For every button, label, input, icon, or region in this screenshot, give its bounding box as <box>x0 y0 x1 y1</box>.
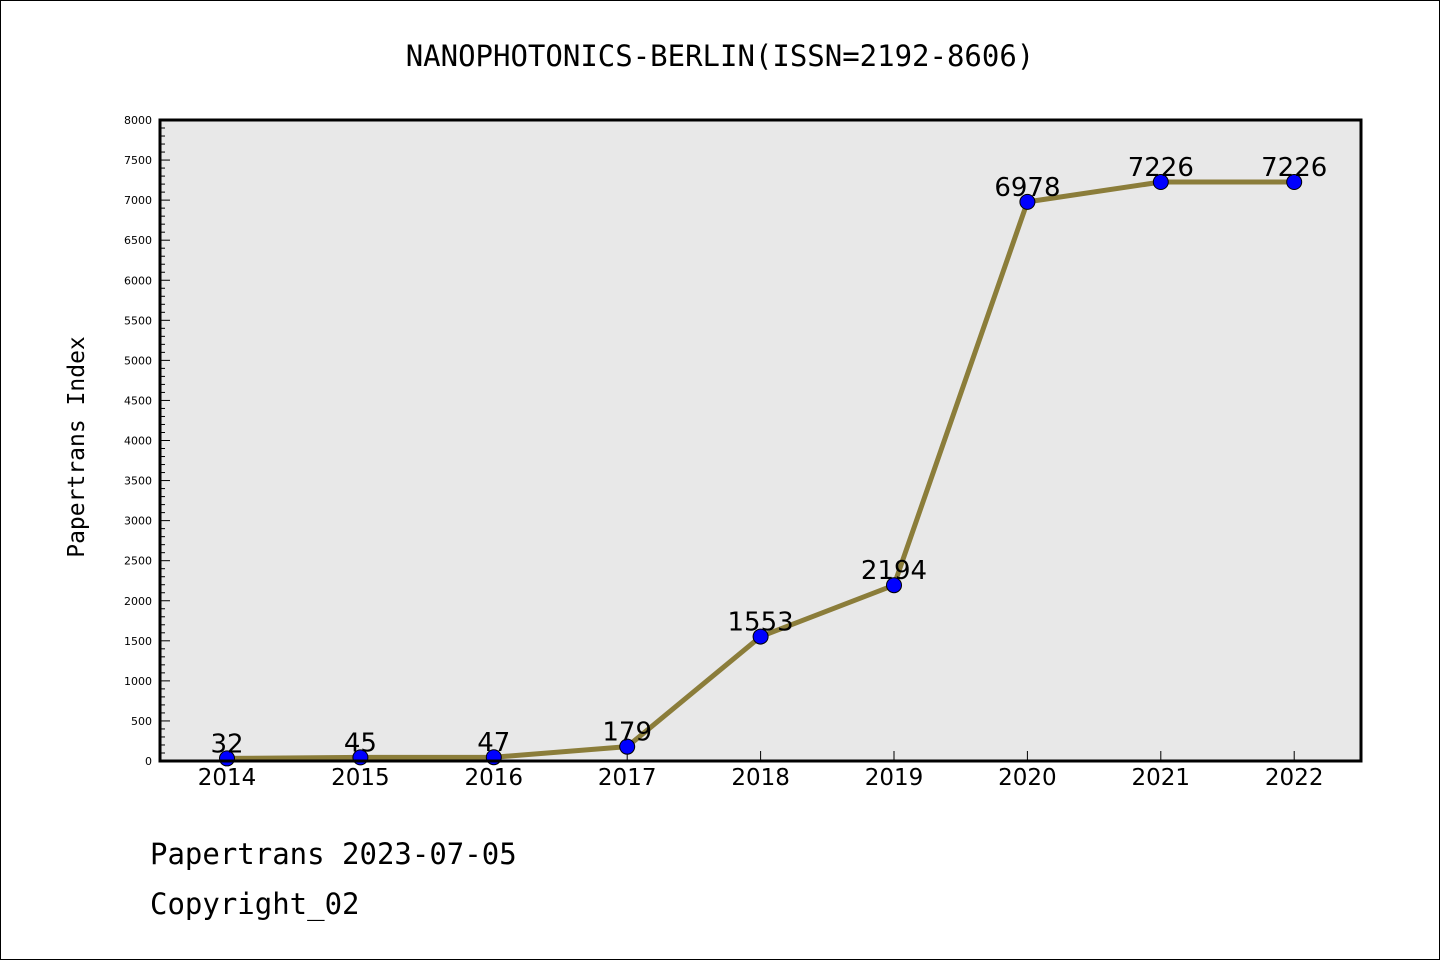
data-label: 2194 <box>861 556 927 586</box>
y-tick-label: 4500 <box>124 394 152 407</box>
y-tick-label: 7000 <box>124 194 152 207</box>
data-point <box>1019 193 1036 210</box>
plot-border <box>158 118 1363 763</box>
data-label: 32 <box>210 729 243 759</box>
data-point <box>886 577 902 594</box>
y-tick-label: 5000 <box>124 354 152 367</box>
x-axis-ticks: 2014 2015 2016 2017 2018 2019 2020 2021 2022 <box>198 751 1324 791</box>
y-tick-label: 6500 <box>124 234 152 247</box>
y-tick-label: 1000 <box>124 675 152 688</box>
x-tick-label: 2017 <box>598 765 657 791</box>
y-tick-label: 4000 <box>124 435 152 448</box>
data-label: 1553 <box>728 608 794 638</box>
x-tick-label: 2020 <box>998 765 1057 791</box>
y-tick-label: 2000 <box>124 595 152 608</box>
data-point <box>1286 174 1303 191</box>
x-tick-label: 2021 <box>1132 765 1191 791</box>
y-tick-label: 3000 <box>124 515 152 528</box>
x-tick-label: 2014 <box>198 765 257 791</box>
y-tick-label: 8000 <box>124 114 152 127</box>
data-label: 7226 <box>1128 153 1194 183</box>
data-point <box>752 628 769 645</box>
data-point <box>1152 174 1169 191</box>
y-tick-label: 1500 <box>124 635 152 648</box>
x-tick-label: 2016 <box>465 765 524 791</box>
data-label: 47 <box>477 728 510 758</box>
y-tick-label: 500 <box>131 715 152 728</box>
y-axis-ticks: 0 500 1000 1500 2000 2500 3000 3500 4000 4500 5000… <box>124 114 170 768</box>
x-tick-label: 2015 <box>331 765 390 791</box>
y-tick-label: 0 <box>145 755 152 768</box>
data-point <box>619 738 636 755</box>
data-label: 6978 <box>994 173 1060 203</box>
data-label-group: 32 45 47 179 1553 2194 6978 7226 7226 <box>210 153 1327 759</box>
x-tick-label: 2022 <box>1265 765 1324 791</box>
footer-copyright: Copyright_02 <box>150 887 360 922</box>
footer-date: Papertrans 2023-07-05 <box>150 837 517 871</box>
chart-title: NANOPHOTONICS-BERLIN(ISSN=2192-8606) <box>406 39 1035 73</box>
y-tick-label: 2500 <box>124 555 152 568</box>
y-axis-label: Papertrans Index <box>64 336 90 558</box>
y-tick-label: 3500 <box>124 475 152 488</box>
data-label: 7226 <box>1261 153 1327 183</box>
y-tick-label: 7500 <box>124 154 152 167</box>
x-tick-label: 2018 <box>731 765 790 791</box>
data-point-group <box>219 174 1303 767</box>
y-tick-label: 6000 <box>124 274 152 287</box>
y-tick-label: 5500 <box>124 314 152 327</box>
plot-area <box>160 120 1361 761</box>
x-tick-label: 2019 <box>865 765 924 791</box>
data-label: 179 <box>602 718 652 748</box>
data-label: 45 <box>344 728 377 758</box>
